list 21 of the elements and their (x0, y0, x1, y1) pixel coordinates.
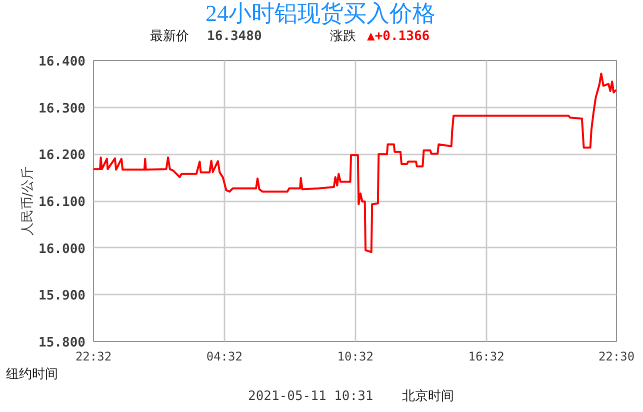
y-tick-label: 16.000 (38, 242, 86, 257)
x-tick-label: 10:32 (337, 350, 374, 364)
text: 纽约时间 (6, 366, 58, 384)
y-tick-label: 16.200 (38, 148, 86, 164)
y-tick-label: 16.300 (38, 101, 86, 116)
chart-title: 24小时铝现货买入价格 (206, 0, 436, 28)
y-tick-label: 16.400 (38, 54, 86, 70)
x-tick-label: 22:32 (75, 350, 112, 364)
text: ▲+0.1366 (367, 28, 430, 46)
x-tick-label: 04:32 (206, 350, 242, 364)
text: 北京时间 (402, 388, 454, 406)
y-tick-label: 15.900 (38, 288, 86, 304)
x-tick-label: 22:30 (598, 350, 635, 364)
text: 最新价 (150, 28, 189, 46)
y-axis-title: 人民币/公斤 (20, 166, 36, 236)
text: 16.3480 (207, 28, 262, 46)
y-tick-label: 15.800 (38, 336, 86, 350)
y-tick-label: 16.100 (38, 195, 86, 210)
text: 涨跌 (330, 28, 356, 46)
x-tick-label: 16:32 (468, 350, 504, 364)
text: 2021-05-11 10:31 (248, 388, 374, 406)
